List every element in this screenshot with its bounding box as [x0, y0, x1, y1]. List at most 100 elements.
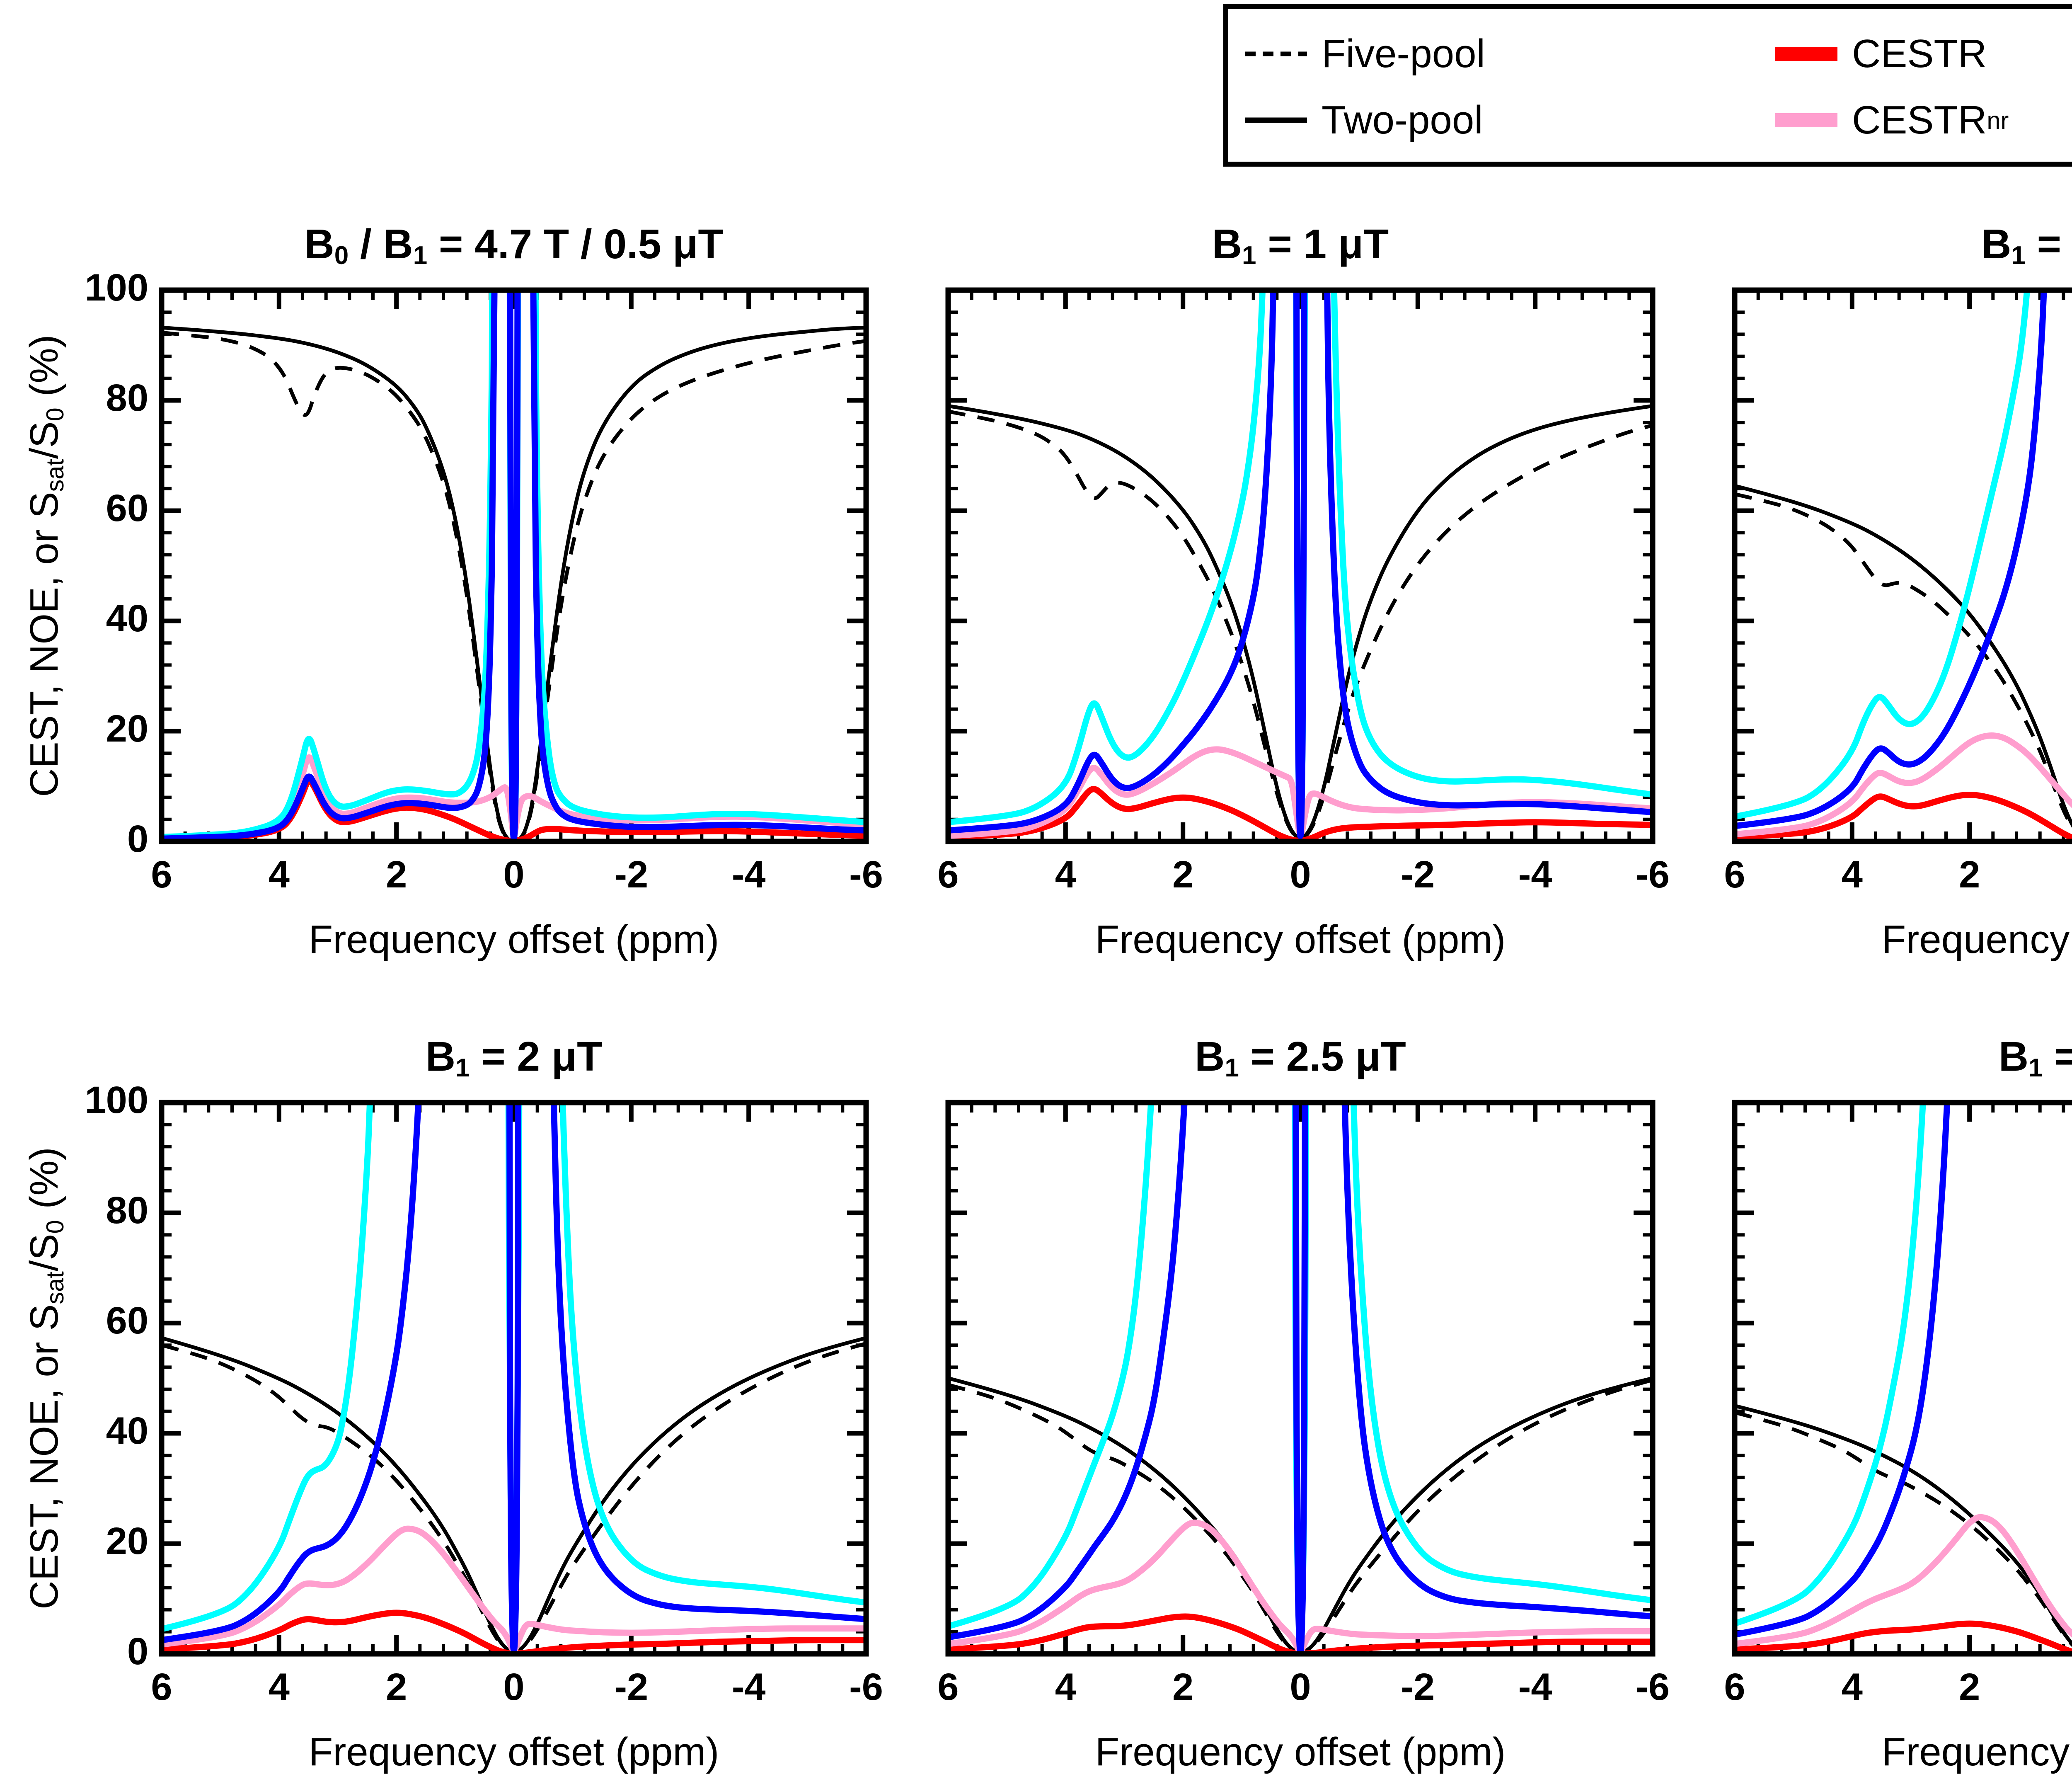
y-tick-label: 80 — [106, 1189, 148, 1231]
curve-two_pool — [1735, 484, 2072, 828]
curve-cestr — [162, 1609, 866, 1654]
curve-two_pool — [948, 404, 1653, 840]
x-axis-label: Frequency offset (ppm) — [1881, 1730, 2072, 1774]
curve-cestr_nr — [162, 1525, 866, 1653]
text-segment: 1 — [413, 241, 428, 270]
text-segment: / B — [349, 221, 413, 267]
x-tick-label: -2 — [614, 1666, 649, 1708]
panel-plot-p6 — [1732, 1100, 2072, 1657]
curve-cestr_nr — [948, 1519, 1653, 1654]
panel-plot-p3 — [1732, 287, 2072, 844]
x-axis-label: Frequency offset (ppm) — [1095, 917, 1506, 962]
text-segment: 1 — [1242, 241, 1256, 270]
text-segment: sat — [41, 459, 69, 492]
text-segment: = 1.5 μT — [2037, 221, 2072, 267]
x-tick-label: -6 — [849, 1666, 883, 1708]
text-segment: nr — [1987, 106, 2009, 134]
text-segment: CESTR — [1852, 32, 1987, 76]
x-tick-label: -4 — [1518, 853, 1552, 896]
x-tick-label: -2 — [1401, 853, 1435, 896]
text-segment: CEST, NOE, or S — [22, 1304, 66, 1609]
x-tick-label: 2 — [386, 853, 407, 896]
legend-marker-two_pool — [1245, 117, 1307, 123]
text-segment: = 4.7 T / 0.5 μT — [427, 221, 724, 267]
curve-two_pool — [1735, 1404, 2072, 1646]
x-tick-label: 2 — [1959, 1666, 1980, 1708]
legend-label-two_pool: Two-pool — [1322, 95, 1483, 145]
panel-title-p1: B0 / B1 = 4.7 T / 0.5 μT — [99, 221, 928, 274]
text-segment: 1 — [2011, 241, 2026, 270]
panel-title-p6: B1 = 3 μT — [1673, 1033, 2072, 1087]
curve-arex — [162, 290, 866, 841]
y-tick-label: 60 — [106, 487, 148, 529]
x-tick-label: 2 — [1959, 853, 1980, 896]
y-tick-label: 0 — [127, 818, 148, 860]
curve-arex — [1735, 290, 2047, 829]
text-segment: (%) — [22, 1147, 66, 1220]
x-tick-label: 6 — [1724, 1666, 1745, 1708]
y-tick-label: 100 — [85, 267, 149, 309]
x-tick-label: 6 — [151, 853, 172, 896]
plot-border — [945, 287, 1656, 844]
text-segment: 0 — [41, 407, 69, 422]
x-tick-label: 2 — [1172, 853, 1194, 896]
text-segment: 1 — [2028, 1054, 2043, 1083]
x-tick-label: 4 — [1055, 1666, 1076, 1708]
legend-label-cestr: CESTR — [1852, 29, 1987, 79]
x-axis-label: Frequency offset (ppm) — [1095, 1730, 1506, 1774]
text-segment: Five-pool — [1322, 32, 1485, 76]
plot-border — [1732, 1100, 2072, 1657]
x-tick-label: 4 — [1841, 853, 1863, 896]
x-tick-label: 0 — [2037, 853, 2072, 897]
panel-plot-p5 — [945, 1100, 1656, 1657]
curve-cestr — [948, 786, 1653, 841]
x-tick-label: -6 — [849, 853, 883, 896]
text-segment: = 2 μT — [470, 1033, 603, 1080]
curve-cestr — [1735, 792, 2072, 841]
curve-cestr — [948, 1613, 1653, 1654]
y-tick-label: 20 — [106, 1520, 148, 1562]
panel-plot-p4 — [159, 1100, 869, 1657]
curve-five_pool — [1735, 492, 2072, 830]
text-segment: CESTR — [1852, 98, 1987, 142]
y-tick-label: 40 — [106, 597, 148, 640]
axis-ticks — [1732, 288, 2065, 844]
x-tick-label: -4 — [731, 853, 766, 896]
y-axis-label: CEST, NOE, or Ssat/S0 (%) — [22, 151, 71, 980]
x-tick-label: -6 — [1636, 1666, 1670, 1708]
text-segment: B — [425, 1033, 456, 1080]
legend-label-five_pool: Five-pool — [1322, 29, 1485, 79]
plot-border — [945, 1100, 1656, 1657]
text-segment: B — [1981, 221, 2011, 267]
x-tick-label: 6 — [937, 1666, 959, 1708]
curve-cestr — [1735, 1620, 2072, 1654]
text-segment: B — [1212, 221, 1242, 267]
x-tick-label: 6 — [151, 1666, 172, 1708]
panel-plot-p1 — [159, 287, 869, 844]
panel-title-p3: B1 = 1.5 μT — [1673, 221, 2072, 274]
y-tick-label: 100 — [85, 1079, 149, 1121]
curve-arex — [162, 1103, 866, 1654]
text-segment: Two-pool — [1322, 98, 1483, 142]
x-axis-label: Frequency offset (ppm) — [1881, 917, 2072, 962]
x-tick-label: -6 — [1636, 853, 1670, 896]
curve-cestr_nr — [1735, 1514, 2072, 1647]
y-axis-label: CEST, NOE, or Ssat/S0 (%) — [22, 964, 71, 1784]
x-tick-label: 6 — [937, 853, 959, 896]
legend-label-cestr_nr: CESTR nr — [1852, 95, 2009, 145]
legend-marker-five_pool — [1245, 51, 1307, 56]
legend-marker-cestr — [1775, 47, 1837, 61]
x-axis-label: Frequency offset (ppm) — [308, 917, 719, 962]
panel-plot-p2 — [945, 287, 1656, 844]
text-segment: B — [304, 221, 334, 267]
y-tick-label: 20 — [106, 708, 148, 750]
text-segment: sat — [41, 1271, 69, 1304]
curve-five_pool — [1735, 1411, 2072, 1647]
x-tick-label: 0 — [503, 853, 525, 896]
plot-border — [1732, 287, 2072, 844]
curve-five_pool — [162, 330, 866, 841]
curve-arex — [1735, 1103, 1951, 1638]
y-tick-label: 60 — [106, 1299, 148, 1342]
